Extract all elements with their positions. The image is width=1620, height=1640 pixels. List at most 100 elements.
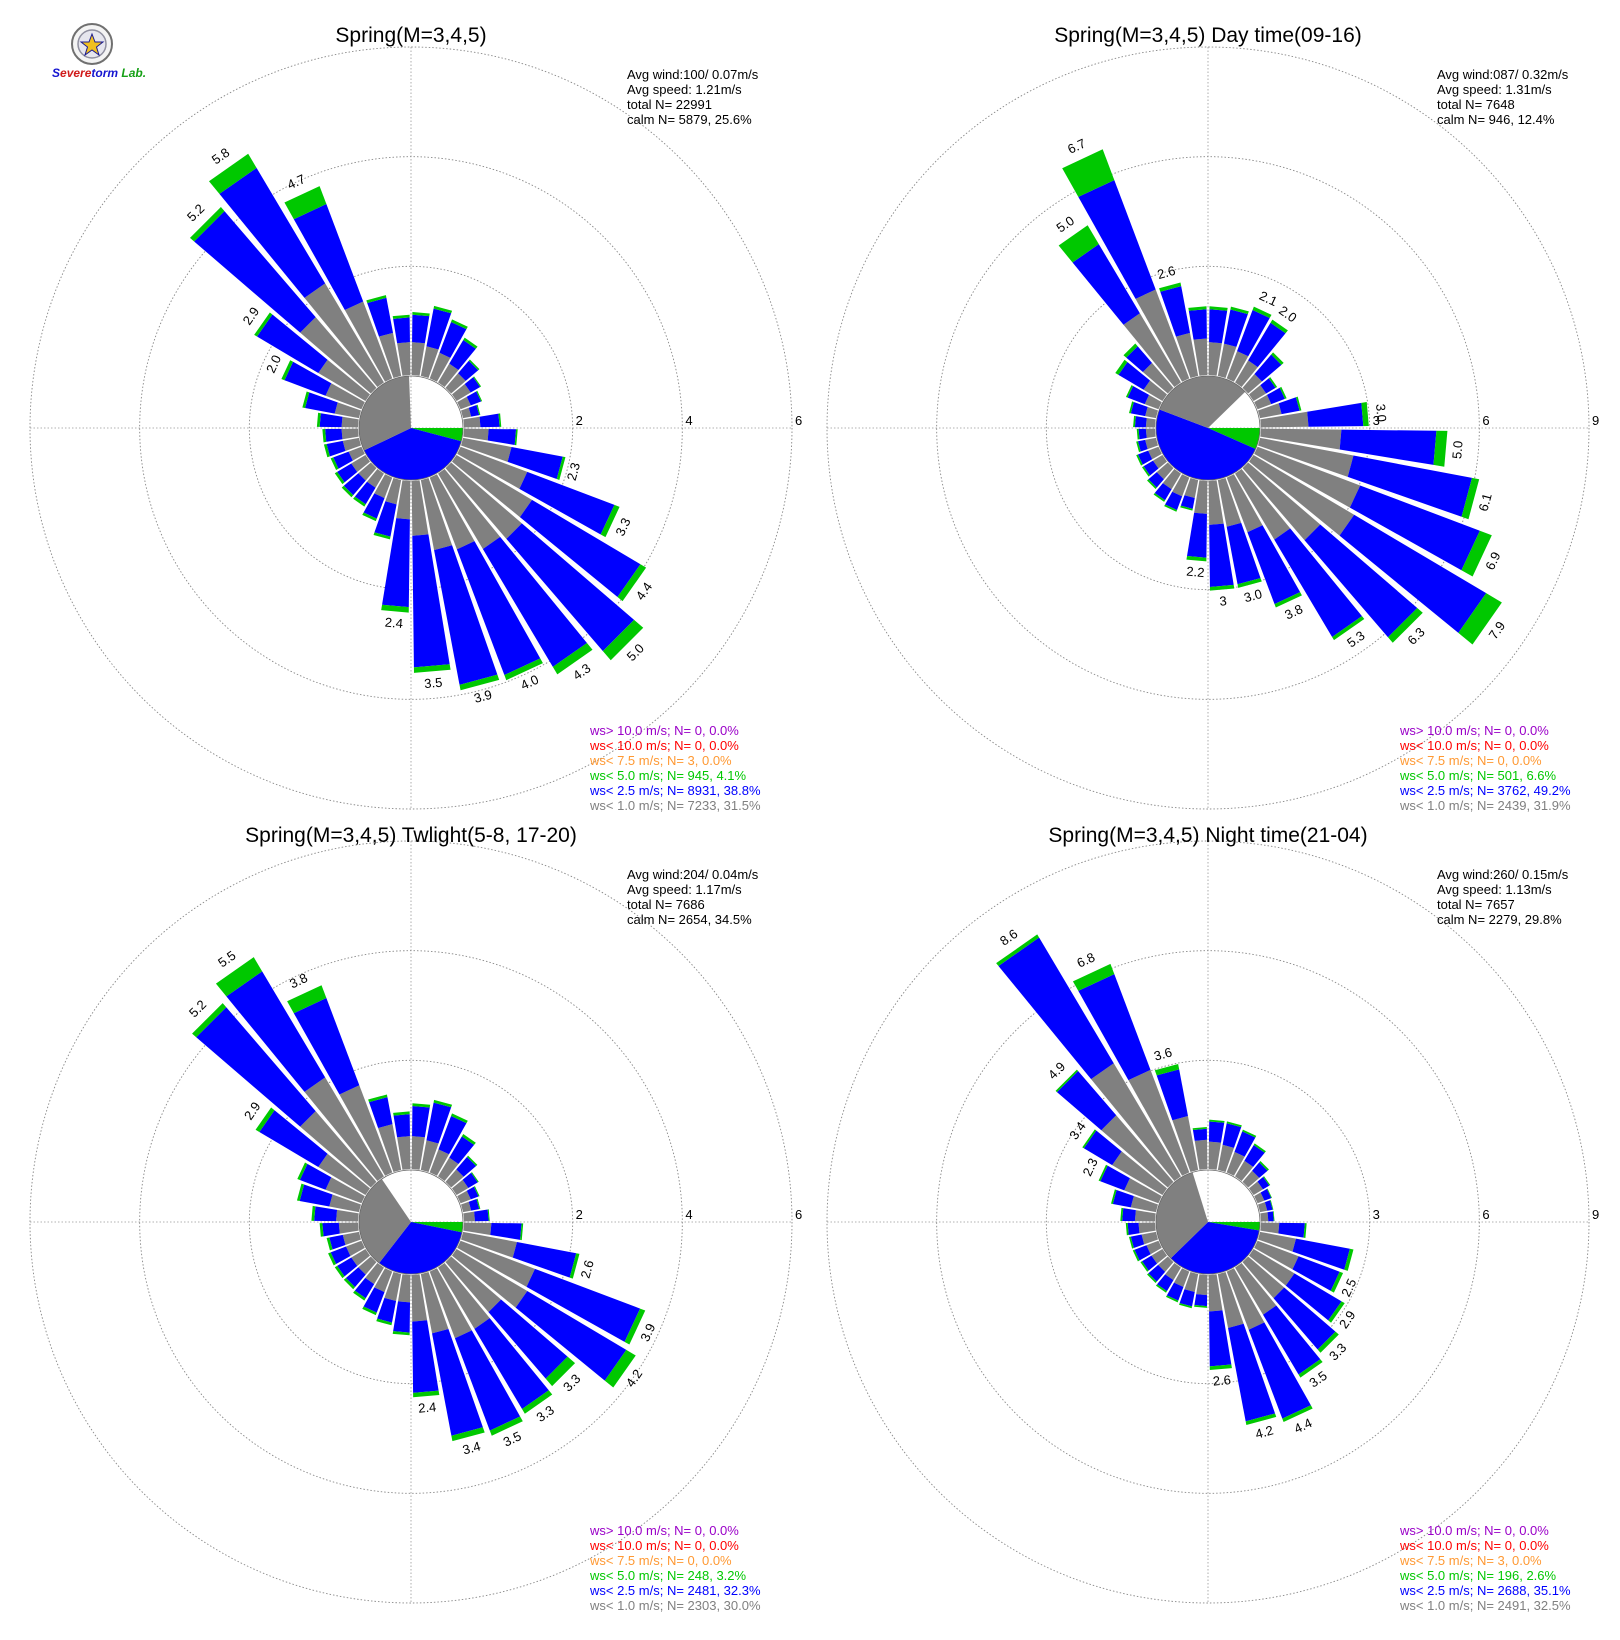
bar-segment-gray [397, 342, 411, 376]
bar-segment-green [602, 619, 644, 661]
bar-segment-gray [1196, 1274, 1208, 1296]
bar-segment-gray [1249, 1181, 1264, 1195]
bar-segment-blue [1260, 378, 1276, 394]
bar-segment-green [368, 1094, 388, 1103]
bar-value-label: 3.3 [612, 515, 633, 538]
grid-ring [826, 46, 1590, 810]
panel-title: Spring(M=3,4,5) Day time(09-16) [1054, 24, 1362, 47]
stats-line: calm N= 5879, 25.6% [627, 112, 752, 127]
bar-segment-gray [1208, 1274, 1223, 1312]
bar-segment-blue [1208, 1121, 1225, 1143]
bar-segment-green [569, 1253, 580, 1279]
bar-segment-blue [326, 440, 346, 457]
bar-segment-green [323, 443, 330, 458]
bar-segment-green [476, 390, 483, 402]
bar-segment-green [376, 1318, 392, 1326]
bar-segment-blue [374, 501, 397, 537]
bar-segment-green [473, 1186, 480, 1197]
bar-value-label: 2.3 [564, 461, 583, 482]
bar-segment-blue [1257, 1176, 1270, 1190]
bar-segment-green [1242, 1129, 1257, 1138]
stats-line: total N= 7686 [627, 897, 705, 912]
bar-segment-blue [1264, 1200, 1273, 1211]
calm-pie-blue [1156, 409, 1256, 480]
bar-segment-gray [1112, 1151, 1167, 1195]
bar-segment-green [514, 429, 518, 446]
bar-segment-blue [343, 473, 366, 496]
bar-segment-green [1125, 385, 1134, 398]
ring-label: 6 [795, 1207, 802, 1222]
bar-segment-green [1180, 505, 1193, 511]
bar-segment-green [1192, 1126, 1207, 1131]
bar-segment-gray [411, 342, 425, 376]
bar-segment-green [1128, 401, 1134, 414]
bar-segment-gray [338, 1222, 359, 1234]
bar-value-label: 2.0 [1276, 303, 1299, 326]
bar-segment-green [1271, 352, 1284, 365]
bar-segment-gray [1242, 1170, 1260, 1188]
bar-segment-green [297, 1162, 308, 1181]
bar-segment-gray [1194, 480, 1208, 514]
bar-segment-green [1141, 466, 1151, 477]
bar-segment-gray [351, 455, 370, 472]
bar-segment-gray [452, 455, 533, 518]
bar-segment-green [1058, 225, 1099, 263]
bar-value-label: 2.9 [1336, 1308, 1359, 1331]
bar-segment-gray [1141, 1231, 1158, 1245]
legend-entry: ws< 5.0 m/s; N= 248, 3.2% [589, 1568, 747, 1583]
bar-segment-gray [1101, 1115, 1174, 1188]
bar-segment-green [617, 564, 647, 602]
windrose-panel: 2 4 62.63.94.23.33.33.53.42.42.95.25.53.8S… [29, 824, 802, 1613]
bar-segment-green [552, 642, 593, 675]
grid-ring [29, 46, 793, 810]
bar-segment-green [1165, 1295, 1179, 1303]
bar-segment-blue [1228, 1323, 1276, 1422]
bar-value-label: 4.7 [285, 171, 308, 192]
bar-segment-blue [1056, 1070, 1117, 1131]
stats-line: total N= 22991 [627, 97, 712, 112]
bar-segment-blue [438, 1115, 467, 1155]
bar-segment-blue [1274, 528, 1362, 638]
bar-segment-gray [1145, 428, 1156, 439]
bar-segment-blue [1278, 1222, 1305, 1238]
bar-segment-blue [1267, 1211, 1274, 1222]
bar-segment-blue [1292, 1238, 1350, 1270]
bar-value-label: 5.0 [624, 641, 647, 664]
bar-segment-green [1154, 1063, 1180, 1076]
calm-pie-green [411, 1222, 464, 1233]
bar-segment-gray [344, 301, 393, 382]
calm-pie-gray [359, 376, 411, 451]
bar-segment-gray [1144, 394, 1162, 410]
legend-entry: ws< 1.0 m/s; N= 2439, 31.9% [1399, 798, 1571, 813]
bar-segment-gray [1152, 455, 1167, 469]
bar-segment-green [334, 1265, 345, 1279]
bar-segment-gray [429, 474, 475, 550]
bar-segment-green [467, 1155, 478, 1166]
bar-segment-gray [1242, 373, 1263, 394]
bar-segment-blue [367, 297, 394, 337]
bar-segment-gray [374, 1268, 393, 1293]
bar-segment-gray [1184, 1272, 1199, 1293]
bar-segment-gray [1226, 474, 1263, 533]
calm-pie-green [1208, 1222, 1260, 1231]
bar-segment-green [353, 1290, 366, 1301]
bar-segment-blue [474, 1209, 489, 1222]
legend-entry: ws< 7.5 m/s; N= 3, 0.0% [1399, 1553, 1542, 1568]
bar-segment-blue [449, 1136, 475, 1165]
bar-segment-blue [1179, 1289, 1195, 1307]
stats-line: Avg speed: 1.17m/s [627, 882, 742, 897]
bar-segment-green [489, 1416, 523, 1436]
bar-segment-blue [1254, 354, 1282, 382]
grid-ring [248, 1059, 574, 1385]
bar-segment-green [451, 1427, 485, 1442]
bar-segment-green [1266, 1188, 1272, 1199]
bar-segment-blue [305, 392, 338, 414]
bar-segment-gray [420, 478, 453, 551]
bar-value-label: 2.1 [1257, 288, 1280, 309]
bar-segment-gray [457, 396, 471, 410]
windrose-panel: 2 4 6 2.3 3.3 4.4 5.0 4.3 4.0 3.9 3.5 2.4 2.0 2.9 5.2 5… [29, 24, 802, 813]
bar-segment-blue [363, 1287, 385, 1313]
bar-segment-gray [300, 317, 377, 394]
bar-segment-blue [507, 447, 563, 480]
